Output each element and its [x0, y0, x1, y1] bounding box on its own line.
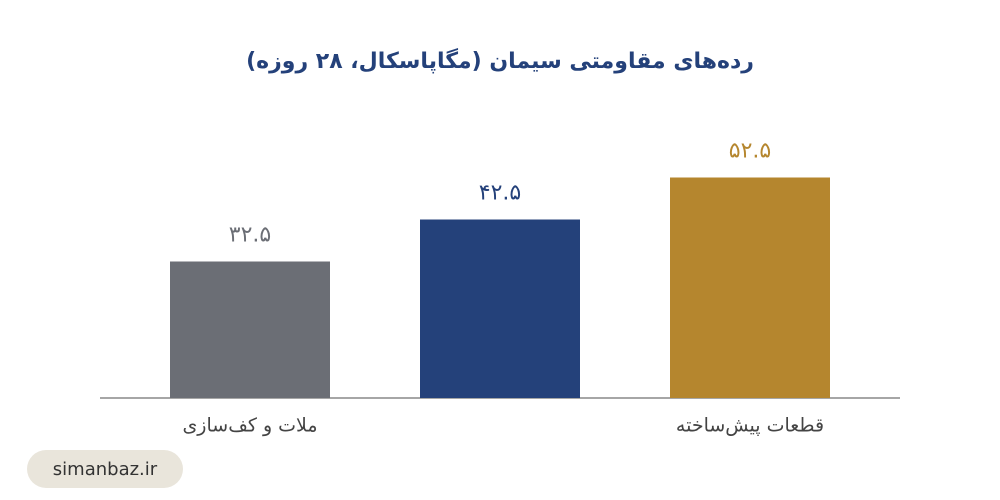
watermark: simanbaz.ir	[53, 459, 158, 480]
bar	[670, 177, 830, 398]
x-tick-label: ملات و کف‌سازی	[182, 415, 317, 437]
value-label: ۴۲.۵	[479, 181, 521, 206]
x-tick-label: قطعات پیش‌ساخته	[676, 415, 824, 437]
value-label: ۳۲.۵	[229, 223, 271, 248]
chart-title: رده‌های مقاومتی سیمان (مگاپاسکال، ۲۸ روز…	[246, 47, 754, 74]
value-label: ۵۲.۵	[729, 139, 771, 164]
bar	[420, 219, 580, 398]
bar	[170, 261, 330, 398]
watermark-badge	[27, 450, 183, 488]
